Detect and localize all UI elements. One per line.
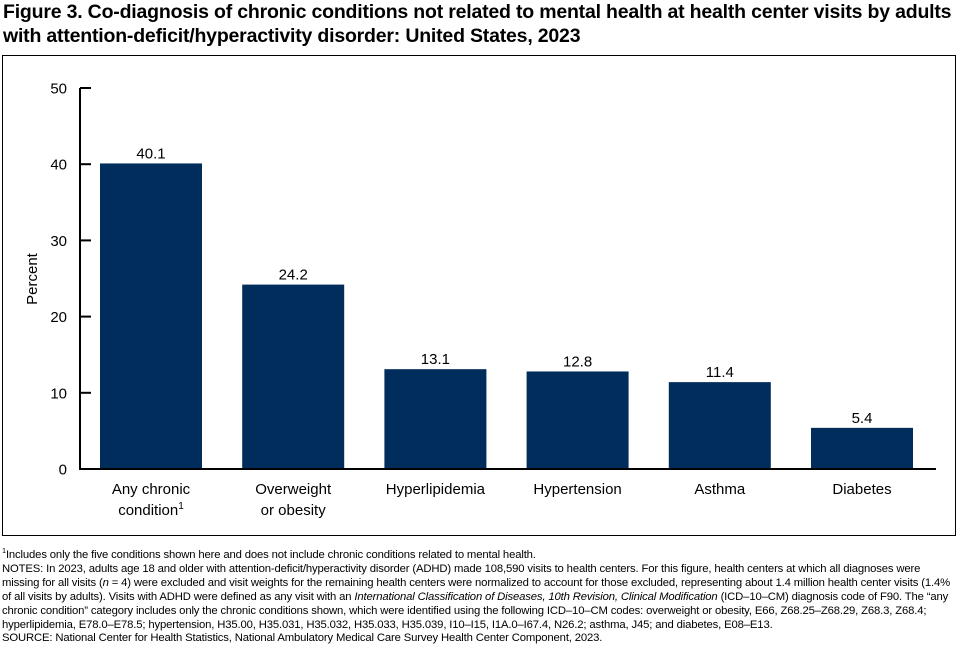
- x-tick-label: Hypertension: [533, 481, 621, 498]
- x-tick-label: Hyperlipidemia: [386, 481, 486, 498]
- x-tick-label: condition1: [118, 501, 184, 519]
- y-axis: 0 10 20 30 40 50: [50, 81, 91, 479]
- y-tick-label: 40: [50, 157, 67, 174]
- bar: [811, 427, 913, 469]
- bar-chart: 0 10 20 30 40 50 Percent 40.1 24.2 13.1 12.8 11.4…: [24, 81, 936, 519]
- chart-title: Figure 3. Co-diagnosis of chronic condit…: [3, 1, 952, 47]
- chart-frame: [2, 55, 956, 536]
- x-tick-label: Asthma: [694, 481, 746, 498]
- bars: 40.1 24.2 13.1 12.8 11.4 5.4: [100, 145, 913, 470]
- footnote-mark: 1: [2, 546, 6, 556]
- data-label: 13.1: [421, 351, 450, 368]
- notes-text: NOTES: In 2023, adults age 18 and older …: [2, 563, 960, 633]
- x-tick-label: Diabetes: [832, 481, 891, 498]
- data-label: 11.4: [706, 364, 734, 381]
- source: SOURCE: National Center for Health Stati…: [2, 632, 603, 645]
- x-tick-label: or obesity: [261, 502, 327, 519]
- data-label: 40.1: [136, 145, 165, 162]
- bar: [242, 284, 345, 469]
- data-label: 12.8: [563, 353, 592, 370]
- bar: [526, 371, 629, 469]
- footnote-text: Includes only the five conditions shown …: [5, 549, 536, 561]
- y-tick-label: 10: [50, 385, 67, 402]
- notes-part: (ICD–10–CM) diagnosis code of F90. The “…: [2, 590, 949, 631]
- data-label: 24.2: [279, 267, 308, 284]
- x-axis: Any chronic condition1 Overweight or obesit…: [79, 468, 936, 519]
- y-tick-label: 30: [50, 233, 67, 250]
- notes-part: = 4) were excluded and visit weights for…: [2, 576, 951, 603]
- x-tick-label: Any chronic: [112, 481, 191, 498]
- y-tick-label: 20: [50, 309, 67, 326]
- bar: [100, 163, 202, 470]
- y-tick-label: 0: [59, 462, 67, 479]
- footnote-mark: 1: [178, 501, 184, 512]
- data-label: 5.4: [852, 410, 873, 427]
- notes-part: NOTES: In 2023, adults age 18 and older …: [2, 562, 921, 589]
- y-axis-label: Percent: [24, 252, 41, 305]
- notes: 1Includes only the five conditions shown…: [2, 546, 960, 646]
- x-tick-label: Overweight: [255, 481, 332, 498]
- notes-icd: International Classification of Diseases…: [354, 590, 718, 603]
- y-tick-label: 50: [50, 81, 67, 98]
- bar: [384, 369, 487, 469]
- bar: [668, 382, 771, 469]
- notes-n: n: [102, 576, 109, 589]
- footnote: 1Includes only the five conditions shown…: [2, 546, 960, 563]
